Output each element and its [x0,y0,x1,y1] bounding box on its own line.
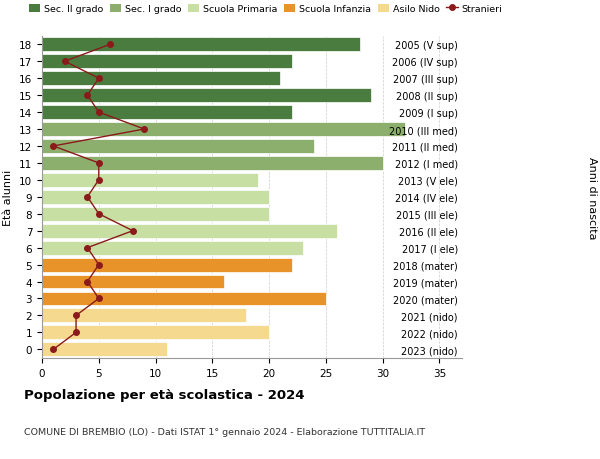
Legend: Sec. II grado, Sec. I grado, Scuola Primaria, Scuola Infanzia, Asilo Nido, Stran: Sec. II grado, Sec. I grado, Scuola Prim… [29,5,502,14]
Y-axis label: Età alunni: Età alunni [4,169,13,225]
Bar [42,224,337,238]
Bar [42,190,269,204]
Bar [42,326,269,340]
Bar [42,258,292,272]
Bar [42,207,269,221]
Bar [42,106,292,120]
Bar [42,38,360,52]
Text: Anni di nascita: Anni di nascita [587,156,597,239]
Bar [42,140,314,154]
Bar [42,342,167,357]
Bar [42,89,371,103]
Text: COMUNE DI BREMBIO (LO) - Dati ISTAT 1° gennaio 2024 - Elaborazione TUTTITALIA.IT: COMUNE DI BREMBIO (LO) - Dati ISTAT 1° g… [24,427,425,436]
Bar [42,55,292,69]
Bar [42,72,280,86]
Bar [42,174,257,187]
Bar [42,292,326,306]
Bar [42,275,224,289]
Text: Popolazione per età scolastica - 2024: Popolazione per età scolastica - 2024 [24,388,305,401]
Bar [42,123,405,137]
Bar [42,309,247,323]
Bar [42,241,303,255]
Bar [42,157,383,170]
